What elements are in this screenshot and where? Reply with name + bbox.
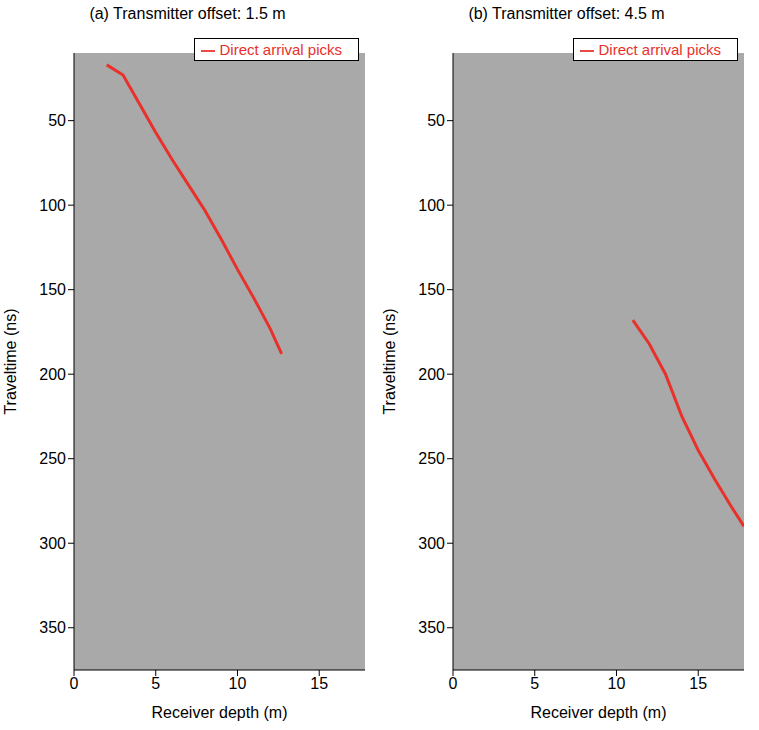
- svg-text:0: 0: [449, 675, 458, 692]
- html-text:(b) Transmitter offset: 4.5 m: (b) Transmitter offset: 4.5 m: [468, 5, 665, 22]
- svg-text:350: 350: [39, 619, 66, 636]
- svg-text:350: 350: [418, 619, 445, 636]
- svg-text:50: 50: [427, 112, 445, 129]
- svg-text:300: 300: [418, 535, 445, 552]
- svg-text:250: 250: [418, 450, 445, 467]
- svg-text:5: 5: [530, 675, 539, 692]
- svg-text:200: 200: [39, 366, 66, 383]
- svg-text:300: 300: [39, 535, 66, 552]
- svg-text:150: 150: [418, 281, 445, 298]
- html-text:Direct arrival picks: Direct arrival picks: [219, 41, 342, 58]
- svg-text:100: 100: [39, 197, 66, 214]
- svg-text:10: 10: [608, 675, 626, 692]
- svg-text:250: 250: [39, 450, 66, 467]
- svg-text:0: 0: [70, 675, 79, 692]
- svg-text:5: 5: [151, 675, 160, 692]
- svg-text:Traveltime (ns): Traveltime (ns): [2, 308, 19, 414]
- html-text:Direct arrival picks: Direct arrival picks: [598, 41, 721, 58]
- svg-text:200: 200: [418, 366, 445, 383]
- svg-text:Receiver depth (m): Receiver depth (m): [530, 704, 666, 721]
- svg-text:Receiver depth (m): Receiver depth (m): [151, 704, 287, 721]
- html-text:(a) Transmitter offset: 1.5 m: (a) Transmitter offset: 1.5 m: [89, 5, 286, 22]
- svg-text:100: 100: [418, 197, 445, 214]
- svg-text:50: 50: [48, 112, 66, 129]
- svg-text:10: 10: [229, 675, 247, 692]
- svg-text:15: 15: [689, 675, 707, 692]
- svg-text:Traveltime (ns): Traveltime (ns): [381, 308, 398, 414]
- svg-text:150: 150: [39, 281, 66, 298]
- svg-text:15: 15: [310, 675, 328, 692]
